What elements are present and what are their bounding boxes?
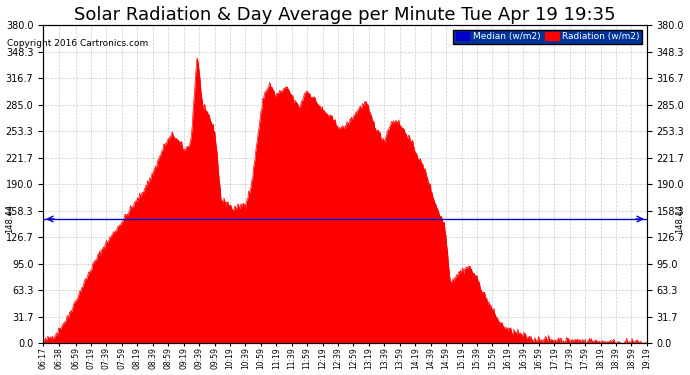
Title: Solar Radiation & Day Average per Minute Tue Apr 19 19:35: Solar Radiation & Day Average per Minute… xyxy=(75,6,615,24)
Text: 148.44: 148.44 xyxy=(6,204,14,234)
Text: 148.44: 148.44 xyxy=(676,204,684,234)
Legend: Median (w/m2), Radiation (w/m2): Median (w/m2), Radiation (w/m2) xyxy=(453,30,642,44)
Text: Copyright 2016 Cartronics.com: Copyright 2016 Cartronics.com xyxy=(7,39,148,48)
